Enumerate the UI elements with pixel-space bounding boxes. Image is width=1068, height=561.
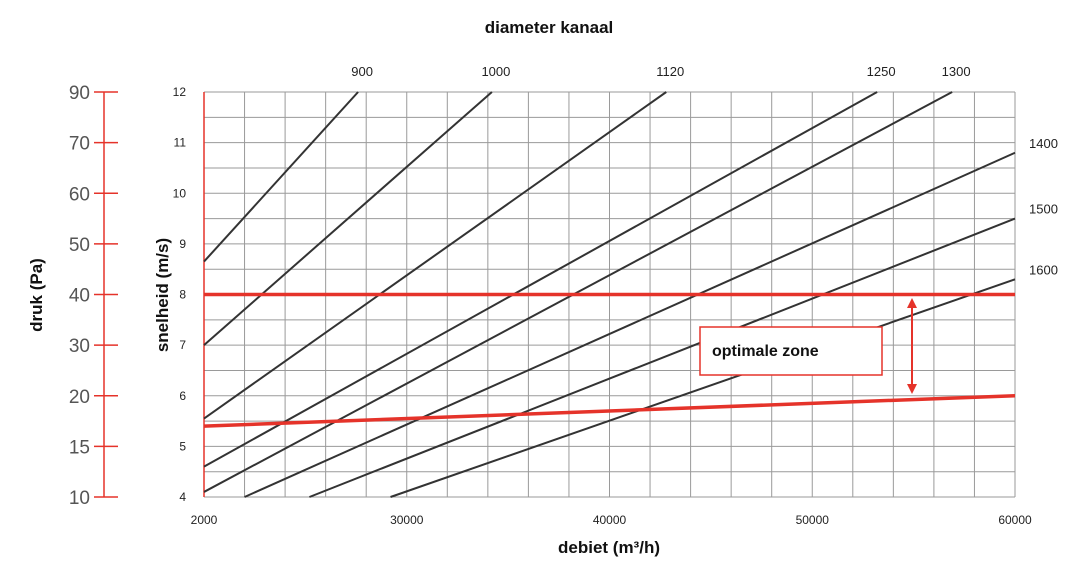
y-tick-label: 10 [173,186,187,200]
druk-tick-label: 40 [69,286,90,307]
y-axis-title: snelheid (m/s) [153,238,172,352]
diameter-label-1000: 1000 [481,64,510,79]
series-line-1300 [203,91,953,493]
series-line-1000 [203,91,493,346]
diameter-label-1250: 1250 [867,64,896,79]
druk-tick-label: 10 [69,488,90,509]
zone-lower-line [203,394,1016,428]
y-tick-label: 5 [179,439,186,453]
x-tick-label: 50000 [796,513,830,527]
druk-tick-label: 60 [69,184,90,205]
series-line-1250 [203,91,878,468]
druk-tick-label: 70 [69,134,90,155]
x-tick-label: 40000 [593,513,627,527]
series-line-1600 [390,278,1016,498]
series-line-900 [203,91,359,263]
zone-label: optimale zone [712,343,819,360]
optimal-zone: optimale zone [203,292,1016,428]
y-tick-label: 7 [179,338,186,352]
y-tick-label: 4 [179,490,186,504]
druk-tick-label: 30 [69,336,90,357]
x-tick-label: 2000 [191,513,218,527]
diameter-label-1400: 1400 [1029,136,1058,151]
y-tick-label: 8 [179,288,186,302]
druk-tick-label: 20 [69,387,90,408]
series-line-1120 [203,91,667,420]
tick-labels: 4 5 6 7 8 9 10 11 12 2000 30000 40000 50000 60000 [173,85,1032,527]
zone-label-box [699,326,883,376]
diameter-label-900: 900 [351,64,373,79]
series-lines: 900 1000 1120 1250 1300 1400 1500 1600 [203,64,1058,498]
druk-tick-label: 50 [69,235,90,256]
druk-tick-label: 15 [69,437,90,458]
series-line-1500 [309,217,1016,498]
y-tick-label: 12 [173,85,187,99]
diameter-label-1500: 1500 [1029,202,1058,217]
druk-axis-title: druk (Pa) [27,258,46,332]
x-tick-label: 30000 [390,513,424,527]
x-tick-label: 60000 [998,513,1032,527]
druk-axis: 10 15 20 30 40 50 60 70 90 [69,83,118,509]
druk-tick-label: 90 [69,83,90,104]
y-tick-label: 11 [174,136,187,150]
diameter-label-1300: 1300 [942,64,971,79]
zone-arrow [907,298,917,394]
series-line-1400 [244,151,1016,498]
diameter-label-1120: 1120 [656,64,684,79]
y-tick-label: 9 [179,237,186,251]
chart-title: diameter kanaal [485,18,614,37]
diameter-label-1600: 1600 [1029,262,1058,277]
x-axis-title: debiet (m³/h) [558,538,660,557]
y-tick-label: 6 [179,389,186,403]
